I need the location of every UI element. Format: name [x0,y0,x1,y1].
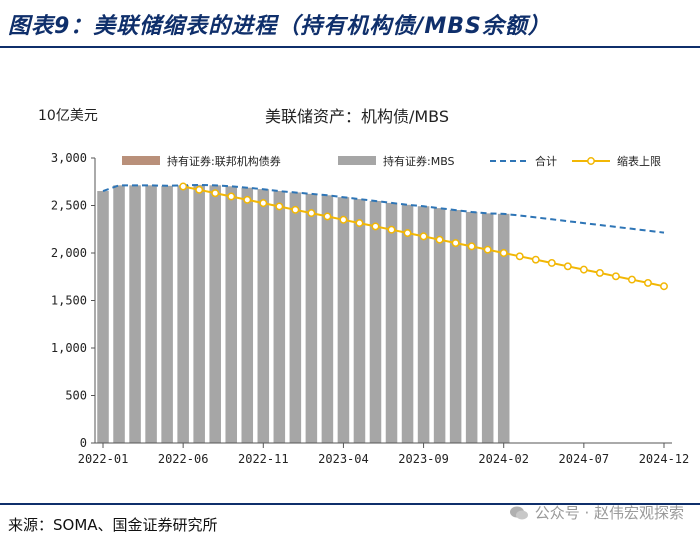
bar-mbs [465,211,478,443]
cap-point [595,269,604,277]
cap-point [515,252,524,261]
cap-point [660,282,668,291]
x-tick-label: 2024-07 [559,452,610,466]
cap-point [323,212,332,221]
cap-point [227,192,236,201]
cap-point [467,242,476,251]
cap-point [531,255,540,264]
source-note: 来源：SOMA、国金证券研究所 [8,516,218,534]
y-tick-label: 1,500 [51,294,87,308]
lines-layer [102,182,668,291]
chart-title: 美联储资产：机构债/MBS [265,107,449,126]
cap-point [419,232,428,241]
cap-point [499,249,508,257]
x-tick-label: 2023-04 [318,452,369,466]
cap-point [387,225,396,234]
legend: 持有证券:联邦机构债券 持有证券:MBS 合计 缩表上限 [122,154,661,168]
y-tick-label: 500 [65,389,87,403]
cap-point [243,195,252,204]
bar-mbs [177,185,189,443]
cap-point [563,262,572,271]
bar-mbs [385,202,398,443]
bar-mbs [369,201,382,443]
legend-swatch-marker [587,157,595,165]
cap-point [403,229,412,238]
cap-point [451,239,460,247]
legend-label: 缩表上限 [617,154,661,168]
legend-swatch [122,156,160,165]
cap-point [195,185,204,194]
bar-mbs [433,208,446,443]
bar-mbs [305,193,318,443]
bar-mbs [353,199,366,443]
cap-point [339,215,348,224]
cap-point [644,278,652,287]
cap-point [307,209,316,218]
cap-point [627,275,636,284]
bar-mbs [225,186,238,443]
bar-mbs [161,185,173,443]
watermark-text: 公众号 · 赵伟宏观探索 [534,504,684,522]
cap-point [259,199,268,208]
y-tick-label: 2,000 [51,246,87,260]
cap-point [291,205,300,214]
chart-area: 0 500 1,000 1,500 2,000 2,500 3,000 2022-01 2022… [38,107,689,466]
cap-point [211,189,220,198]
bar-mbs [145,185,157,443]
x-tick-label: 2022-11 [238,452,289,466]
bars-layer [97,184,510,443]
y-tick-label: 2,500 [51,199,87,213]
cap-point [547,259,556,267]
total-line [102,183,665,234]
title-divider [0,46,700,48]
legend-label: 持有证券:联邦机构债券 [167,154,281,168]
bar-mbs [257,189,270,443]
x-tick-label: 2022-06 [158,452,209,466]
y-tick-label: 0 [80,436,87,450]
figure-title: 图表9：美联储缩表的进程（持有机构债/MBS余额） [8,14,551,39]
wechat-icon [509,506,528,519]
cap-point [275,202,284,211]
y-tick-label: 1,000 [51,341,87,355]
bar-mbs [401,204,414,443]
legend-swatch [338,156,376,165]
bar-mbs [97,191,109,443]
bar-mbs [209,185,221,443]
legend-label: 合计 [535,154,557,168]
cap-point [355,219,364,228]
bar-mbs [417,206,430,443]
bar-mbs [273,191,286,443]
cap-point [371,222,380,231]
bar-mbs [321,195,334,443]
bar-mbs [241,187,254,443]
footer-divider [0,503,700,505]
axes-layer: 0 500 1,000 1,500 2,000 2,500 3,000 2022-01 2022… [51,151,689,466]
bar-mbs [113,185,125,443]
watermark: 公众号 · 赵伟宏观探索 [509,502,684,523]
bar-mbs [129,185,141,443]
x-tick-label: 2024-02 [478,452,529,466]
bar-mbs [193,184,205,443]
bar-mbs [497,213,510,443]
x-tick-label: 2024-12 [639,452,690,466]
bar-mbs [449,210,462,443]
x-tick-label: 2022-01 [78,452,129,466]
cap-point [435,235,444,244]
cap-point [483,245,492,254]
y-tick-label: 3,000 [51,151,87,165]
y-axis-unit-label: 10亿美元 [38,108,98,124]
x-tick-label: 2023-09 [398,452,449,466]
bar-mbs [289,192,302,443]
bar-mbs [337,197,350,443]
bar-mbs [481,213,494,443]
cap-point [611,272,620,281]
cap-point [579,265,588,274]
cap-point [179,182,188,191]
legend-label: 持有证券:MBS [383,154,455,168]
